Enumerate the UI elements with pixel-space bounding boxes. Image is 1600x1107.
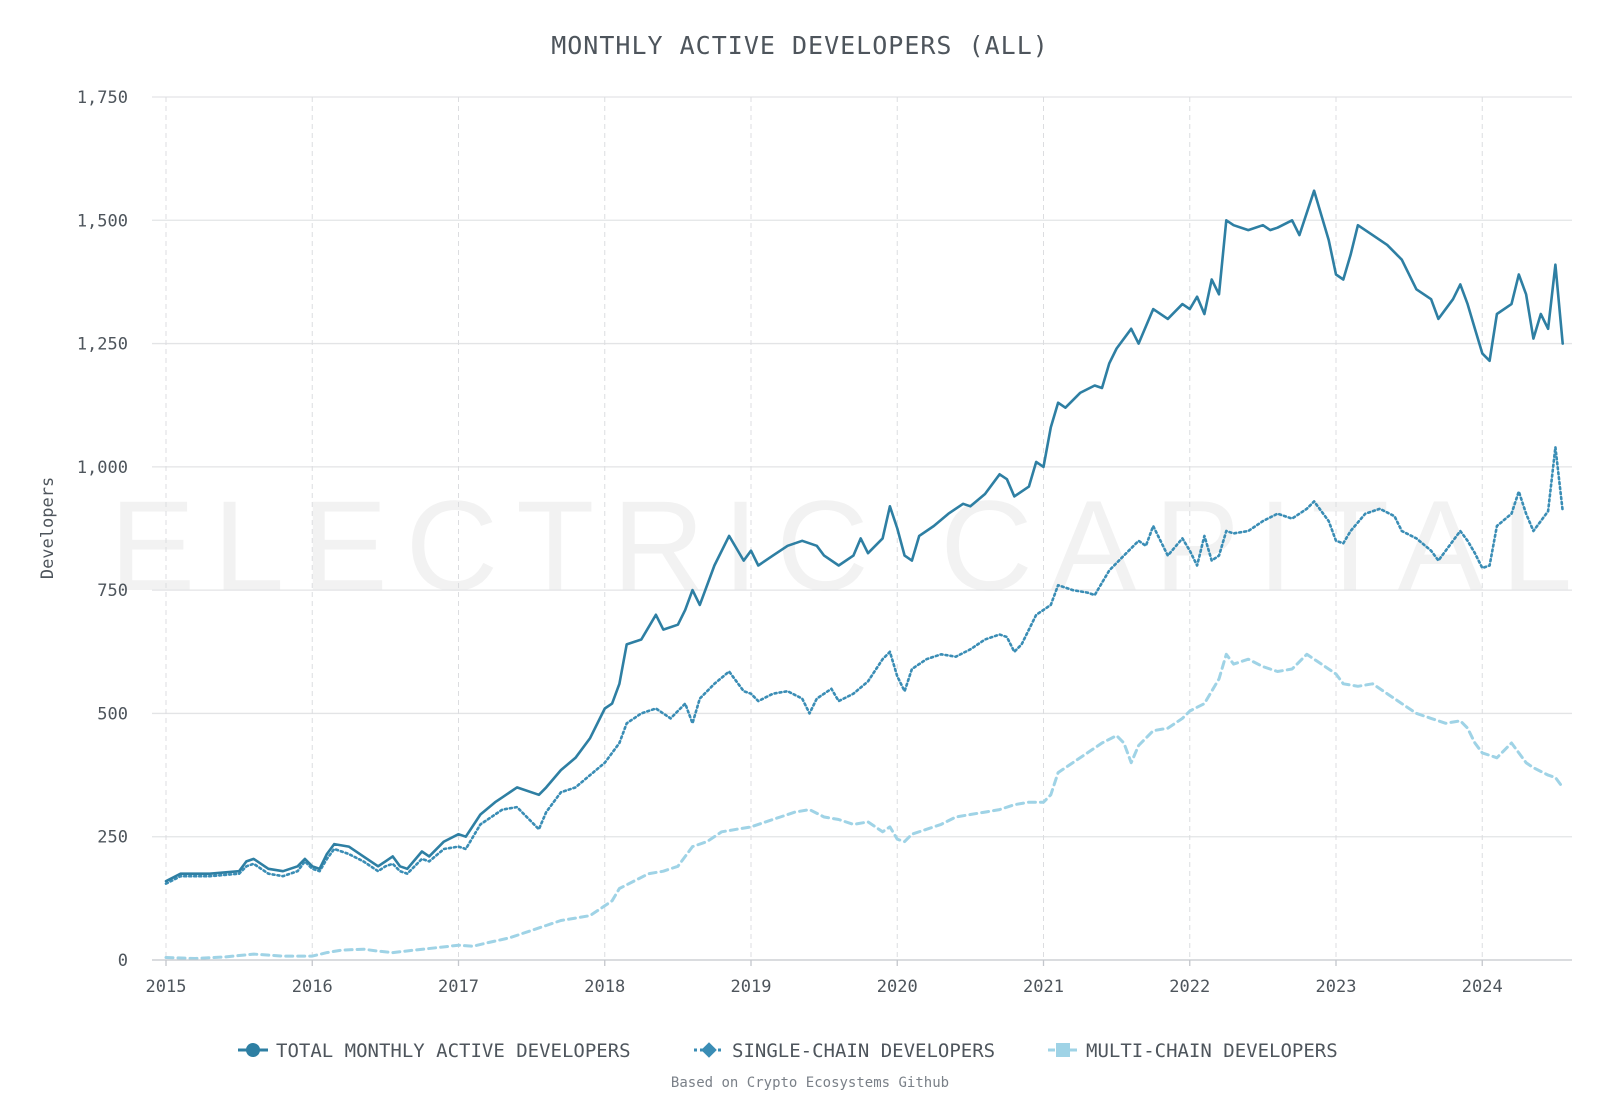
series-line-multi-chain-developers bbox=[164, 652, 1565, 960]
grid bbox=[152, 96, 1572, 960]
y-tick-label: 1,500 bbox=[77, 211, 128, 231]
x-tick-label: 2024 bbox=[1462, 977, 1503, 997]
legend-circle-icon bbox=[246, 1043, 260, 1057]
y-tick-label: 250 bbox=[97, 828, 128, 848]
axes: 0 250 500 750 1,000 1,250 1,500 1,750 2015 2016 20… bbox=[77, 88, 1572, 997]
watermark: ELECTRIC CAPITAL bbox=[110, 475, 1591, 618]
series-line-total-monthly-active-developers bbox=[164, 189, 1564, 883]
legend-label: MULTI-CHAIN DEVELOPERS bbox=[1086, 1040, 1338, 1062]
legend-square-icon bbox=[1056, 1043, 1070, 1057]
y-tick-label: 750 bbox=[97, 581, 128, 601]
y-tick-label: 500 bbox=[97, 704, 128, 724]
series-line-single-chain-developers bbox=[164, 445, 1564, 885]
legend-label: SINGLE-CHAIN DEVELOPERS bbox=[732, 1040, 995, 1062]
y-tick-label: 0 bbox=[118, 951, 128, 971]
legend-item: SINGLE-CHAIN DEVELOPERS bbox=[694, 1040, 995, 1062]
x-tick-label: 2019 bbox=[731, 977, 772, 997]
chart-title: MONTHLY ACTIVE DEVELOPERS (ALL) bbox=[551, 31, 1049, 60]
y-tick-label: 1,000 bbox=[77, 458, 128, 478]
legend-item: TOTAL MONTHLY ACTIVE DEVELOPERS bbox=[238, 1040, 631, 1062]
x-tick-label: 2015 bbox=[146, 977, 187, 997]
legend-diamond-icon bbox=[701, 1042, 717, 1058]
series-layer bbox=[164, 189, 1565, 960]
x-tick-label: 2023 bbox=[1316, 977, 1357, 997]
y-tick-label: 1,750 bbox=[77, 88, 128, 108]
legend-item: MULTI-CHAIN DEVELOPERS bbox=[1048, 1040, 1338, 1062]
legend-label: TOTAL MONTHLY ACTIVE DEVELOPERS bbox=[276, 1040, 631, 1062]
source-note: Based on Crypto Ecosystems Github bbox=[671, 1075, 949, 1091]
legend: TOTAL MONTHLY ACTIVE DEVELOPERS SINGLE-CH… bbox=[238, 1040, 1338, 1062]
x-tick-label: 2020 bbox=[877, 977, 918, 997]
y-tick-label: 1,250 bbox=[77, 335, 128, 355]
x-tick-label: 2017 bbox=[438, 977, 479, 997]
y-axis-title: Developers bbox=[38, 477, 58, 579]
x-tick-label: 2021 bbox=[1023, 977, 1064, 997]
x-tick-label: 2016 bbox=[292, 977, 333, 997]
x-tick-label: 2022 bbox=[1169, 977, 1210, 997]
x-tick-label: 2018 bbox=[584, 977, 625, 997]
